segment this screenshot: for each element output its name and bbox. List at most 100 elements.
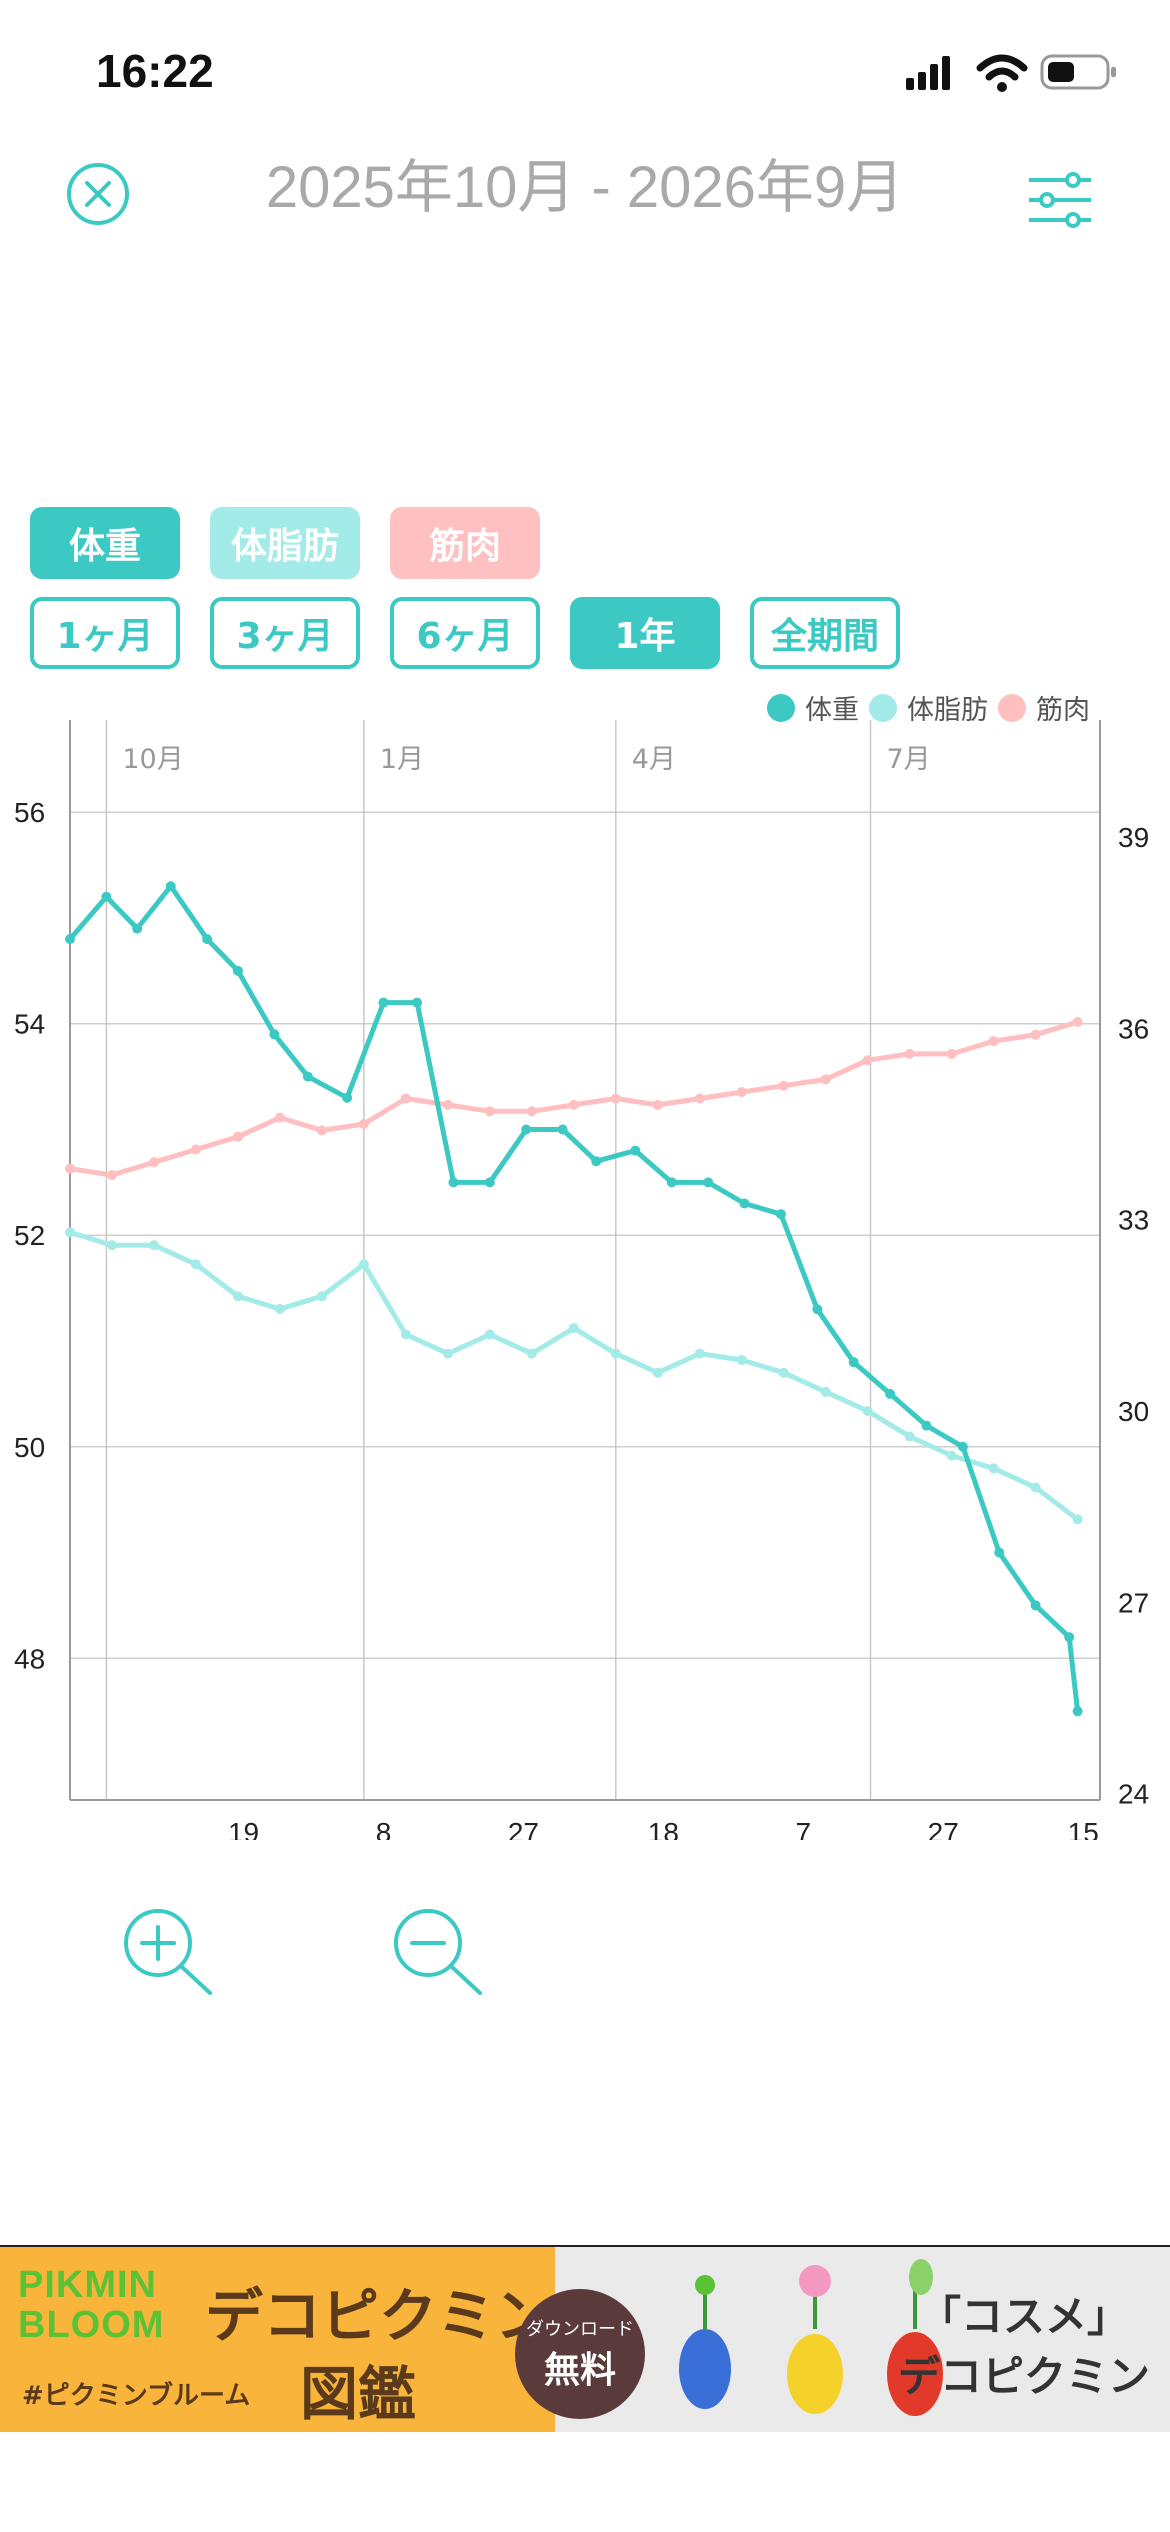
chip-muscle[interactable]: 筋肉 <box>390 507 540 579</box>
data-point <box>521 1124 532 1135</box>
data-point <box>442 1099 453 1110</box>
data-point <box>1030 1600 1041 1611</box>
y-left-tick-label: 50 <box>14 1432 45 1463</box>
legend-muscle: 筋肉 <box>998 688 1090 727</box>
x-tick-label: 8 <box>376 1817 392 1840</box>
data-point <box>988 1036 999 1047</box>
data-point <box>1072 1514 1083 1525</box>
y-right-tick-label: 24 <box>1118 1779 1149 1810</box>
weight-chart[interactable]: 48 50 52 54 56 24 27 30 33 36 39 10月 1月 4月 7月 19 8 27 18 7 2… <box>0 720 1170 1840</box>
series-line <box>67 1019 1081 1178</box>
data-point <box>820 1386 831 1397</box>
data-point <box>610 1348 621 1359</box>
data-point <box>484 1106 495 1117</box>
close-button[interactable] <box>66 162 130 226</box>
data-point <box>526 1106 537 1117</box>
data-point <box>526 1348 537 1359</box>
period-3-months[interactable]: 3ヶ月 <box>210 597 360 669</box>
data-point <box>568 1323 579 1334</box>
data-point <box>703 1177 714 1188</box>
ad-banner[interactable]: PIKMIN BLOOM #ピクミンブルーム デコピクミン 図鑑 ダウンロード … <box>0 2245 1170 2432</box>
ad-title-line2: 図鑑 <box>300 2360 417 2428</box>
y-left-tick-label: 54 <box>14 1009 45 1040</box>
data-point <box>484 1329 495 1340</box>
ad-logo-line1: PIKMIN <box>18 2264 157 2306</box>
y-right-tick-label: 33 <box>1118 1205 1149 1236</box>
data-point <box>232 1291 243 1302</box>
data-point <box>190 1259 201 1270</box>
period-1-year-label: 1年 <box>614 616 676 657</box>
filter-button[interactable] <box>1025 170 1095 230</box>
data-point <box>568 1099 579 1110</box>
data-point <box>557 1124 568 1135</box>
zoom-out-button[interactable] <box>390 1905 485 2000</box>
ad-quote: 「コスメ」 デコピクミン <box>898 2287 1150 2407</box>
ad-title-line1: デコピクミン <box>205 2282 554 2350</box>
data-point <box>946 1048 957 1059</box>
period-6-months[interactable]: 6ヶ月 <box>390 597 540 669</box>
series-line <box>67 883 1081 1714</box>
chart-labels: 48 50 52 54 56 24 27 30 33 36 39 10月 1月 4月 7月 19 8 27 18 7 2… <box>14 744 1149 1840</box>
month-label: 4月 <box>632 744 676 775</box>
battery-icon <box>1040 54 1116 90</box>
data-point <box>1030 1482 1041 1493</box>
data-point <box>994 1547 1005 1558</box>
data-point <box>274 1112 285 1123</box>
period-1-year[interactable]: 1年 <box>570 597 720 669</box>
data-point <box>957 1441 968 1452</box>
month-label: 1月 <box>380 744 424 775</box>
data-point <box>106 1240 117 1251</box>
data-point <box>274 1303 285 1314</box>
zoom-in-button[interactable] <box>120 1905 215 2000</box>
data-point <box>652 1367 663 1378</box>
legend-weight-swatch <box>767 693 795 722</box>
data-point <box>694 1093 705 1104</box>
chart-series <box>65 881 1083 1717</box>
pikmin-yellow-icon <box>787 2265 843 2414</box>
ad-badge-big: 無料 <box>543 2350 616 2391</box>
data-point <box>591 1156 602 1167</box>
close-icon <box>67 163 129 225</box>
y-right-tick-label: 36 <box>1118 1013 1149 1044</box>
data-point <box>358 1119 369 1130</box>
y-right-tick-label: 39 <box>1118 822 1149 853</box>
data-point <box>106 1170 117 1181</box>
data-point <box>442 1348 453 1359</box>
data-point <box>1072 1706 1083 1717</box>
data-point <box>232 965 243 976</box>
period-1-month[interactable]: 1ヶ月 <box>30 597 180 669</box>
legend-muscle-swatch <box>998 693 1026 722</box>
pikmin-blue-icon <box>679 2275 731 2409</box>
legend-weight-label: 体重 <box>805 695 859 726</box>
signal-icon <box>906 56 950 90</box>
y-left-tick-label: 56 <box>14 797 45 828</box>
period-all[interactable]: 全期間 <box>750 597 900 669</box>
data-point <box>400 1329 411 1340</box>
chip-muscle-label: 筋肉 <box>428 526 501 567</box>
chip-body-fat[interactable]: 体脂肪 <box>210 507 360 579</box>
chip-body-fat-label: 体脂肪 <box>230 526 339 567</box>
data-point <box>342 1092 353 1103</box>
data-point <box>148 1240 159 1251</box>
data-point <box>484 1177 495 1188</box>
chart-grid <box>69 720 1101 1801</box>
y-left-tick-label: 52 <box>14 1220 45 1251</box>
y-right-tick-label: 30 <box>1118 1396 1149 1427</box>
period-3-months-label: 3ヶ月 <box>236 616 334 657</box>
zoom-in-icon <box>124 1909 212 1995</box>
data-point <box>848 1357 859 1368</box>
ad-quote-line2: デコピクミン <box>897 2352 1150 2401</box>
series-line <box>67 1229 1081 1522</box>
y-left-tick-label: 48 <box>14 1643 45 1674</box>
data-point <box>358 1259 369 1270</box>
chip-weight[interactable]: 体重 <box>30 507 180 579</box>
data-point <box>378 997 389 1008</box>
chart-legend: 体重 体脂肪 筋肉 <box>767 688 1090 727</box>
data-point <box>448 1177 459 1188</box>
ad-character-illustration <box>679 2259 943 2416</box>
data-point <box>65 1163 75 1174</box>
period-all-label: 全期間 <box>770 616 879 657</box>
data-point <box>269 1029 280 1040</box>
ad-free-badge: ダウンロード 無料 <box>515 2289 645 2419</box>
data-point <box>65 934 75 945</box>
